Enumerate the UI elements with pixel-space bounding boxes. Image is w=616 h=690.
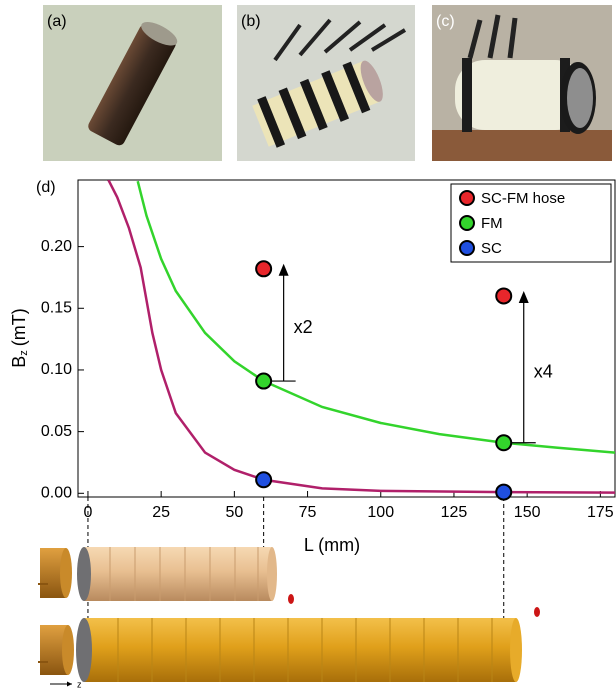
panel-label: (c) xyxy=(436,13,455,30)
photo-a: (a) xyxy=(43,5,222,161)
photo-b: (b) xyxy=(237,5,415,161)
y-tick-label: 0.20 xyxy=(41,238,72,255)
illustration: z xyxy=(38,547,540,689)
photo-c: (c) xyxy=(432,5,612,161)
x-axis-label: L (mm) xyxy=(304,535,360,555)
y-axis-label: Bz (mT) xyxy=(9,308,30,368)
annotation: x4 xyxy=(534,362,553,382)
y-label-sub: z xyxy=(18,350,30,356)
legend-marker xyxy=(459,240,475,256)
y-tick-label: 0.05 xyxy=(41,423,72,440)
x-tick-label: 150 xyxy=(514,504,541,521)
z-axis-label: z xyxy=(77,679,82,689)
y-label-main: B xyxy=(9,356,29,368)
x-tick-label: 100 xyxy=(367,504,394,521)
x-tick-label: 25 xyxy=(152,504,170,521)
chart: (d) L (mm) Bz(mT) 0.000.050.100.150.200 2… xyxy=(9,179,616,620)
panel-label: (a) xyxy=(47,13,67,30)
point xyxy=(495,287,513,305)
x-tick-label: 175 xyxy=(587,504,614,521)
panel-label: (d) xyxy=(36,179,56,196)
legend-marker xyxy=(459,215,475,231)
legend-label: SC xyxy=(481,240,502,257)
y-label-unit: (mT) xyxy=(9,308,29,346)
point xyxy=(255,471,273,489)
legend-marker xyxy=(459,190,475,206)
curve xyxy=(107,180,615,494)
panel-label: (b) xyxy=(241,13,261,30)
arrow-head xyxy=(278,263,289,276)
x-tick-label: 50 xyxy=(225,504,243,521)
legend-box xyxy=(450,183,612,263)
plot-frame xyxy=(77,179,616,498)
y-tick-label: 0.10 xyxy=(41,361,72,378)
legend-label: SC-FM hose xyxy=(481,190,565,207)
y-tick-label: 0.00 xyxy=(41,485,72,502)
legend-label: FM xyxy=(481,215,503,232)
annotation: x2 xyxy=(294,317,313,337)
point xyxy=(495,483,513,501)
point xyxy=(495,434,513,452)
y-tick-label: 0.15 xyxy=(41,299,72,316)
point xyxy=(255,372,273,390)
x-tick-label: 125 xyxy=(441,504,468,521)
arrow-head xyxy=(518,290,529,303)
x-tick-label: 75 xyxy=(299,504,317,521)
point xyxy=(255,260,273,278)
